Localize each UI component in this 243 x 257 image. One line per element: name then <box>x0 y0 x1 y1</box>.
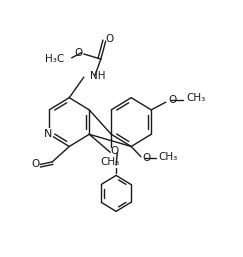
Text: CH₃: CH₃ <box>158 152 177 162</box>
Text: O: O <box>31 160 39 169</box>
Text: CH₃: CH₃ <box>101 157 120 167</box>
Text: O: O <box>105 34 113 43</box>
Text: NH: NH <box>90 71 105 81</box>
Text: CH₃: CH₃ <box>186 93 206 103</box>
Text: O: O <box>74 48 83 58</box>
Text: H₃C: H₃C <box>45 54 64 64</box>
Text: O: O <box>111 146 119 156</box>
Text: N: N <box>44 129 52 139</box>
Text: O: O <box>142 153 150 163</box>
Text: O: O <box>168 95 176 105</box>
